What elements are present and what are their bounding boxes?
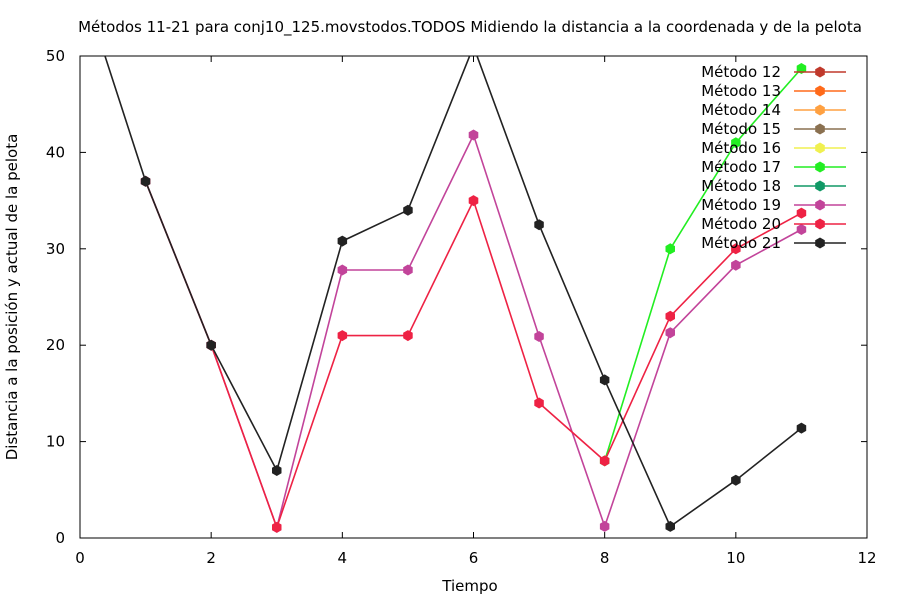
legend-label: Método 15: [701, 120, 781, 138]
legend-label: Método 12: [701, 63, 781, 81]
series-point-m-todo-20: [796, 207, 807, 219]
series-point-m-todo-20: [403, 330, 413, 342]
legend-label: Método 13: [701, 82, 781, 100]
series-point-m-todo-20: [337, 330, 348, 342]
series-point-m-todo-21: [731, 474, 741, 486]
series-point-m-todo-21: [469, 41, 479, 52]
y-tick-label: 20: [46, 336, 65, 354]
legend-swatch-point: [815, 199, 825, 211]
x-tick-label: 8: [600, 549, 610, 567]
series-point-m-todo-19: [468, 129, 479, 141]
legend-swatch-point: [815, 180, 825, 192]
x-axis-label: Tiempo: [441, 577, 497, 595]
series-point-m-todo-21: [534, 219, 544, 231]
y-axis-label: Distancia a la posición y actual de la p…: [3, 134, 21, 461]
series-point-m-todo-20: [468, 195, 479, 207]
y-tick-label: 30: [46, 240, 65, 258]
series-point-m-todo-17: [665, 243, 675, 255]
series-point-m-todo-19: [599, 520, 610, 532]
series-point-m-todo-21: [665, 520, 675, 532]
series-point-m-todo-19: [403, 264, 413, 276]
legend-swatch-point: [815, 104, 825, 116]
y-tick-label: 50: [46, 47, 65, 65]
series-point-m-todo-21: [206, 339, 216, 351]
legend-swatch-point: [815, 161, 825, 173]
x-tick-label: 10: [726, 549, 745, 567]
x-tick-label: 6: [469, 549, 479, 567]
series-point-m-todo-19: [796, 224, 807, 235]
series-point-m-todo-20: [665, 310, 675, 322]
series-line-m-todo-17: [603, 67, 802, 462]
legend-label: Método 20: [701, 215, 781, 233]
legend-swatch-point: [815, 142, 825, 154]
series-point-m-todo-19: [534, 331, 544, 342]
legend-label: Método 14: [701, 101, 781, 119]
series-point-m-todo-21: [140, 175, 151, 187]
series-point-m-todo-20: [272, 521, 282, 533]
x-axis: 0 2 4 6 8 10 12: [75, 56, 877, 567]
x-tick-label: 0: [75, 549, 85, 567]
x-tick-label: 2: [206, 549, 216, 567]
series-line-m-todo-21: [104, 56, 802, 528]
legend-swatch-point: [815, 66, 825, 78]
legend-swatch-point: [815, 123, 825, 135]
series-point-m-todo-20: [599, 455, 610, 467]
series-point-m-todo-19: [665, 327, 675, 339]
series-point-m-todo-20: [731, 243, 741, 255]
legend-swatch-point: [815, 237, 825, 249]
x-tick-label: 12: [857, 549, 876, 567]
y-axis: 0 10 20 30 40 50: [46, 47, 867, 547]
series-point-m-todo-21: [337, 235, 348, 247]
series-point-m-todo-17: [731, 137, 741, 149]
series-point-m-todo-19: [731, 259, 741, 271]
series-point-m-todo-19: [337, 264, 348, 276]
legend-label: Método 21: [701, 234, 781, 252]
legend-swatch-point: [815, 85, 825, 97]
legend-label: Método 19: [701, 196, 781, 214]
y-tick-label: 10: [46, 433, 65, 451]
legend-swatch-point: [815, 218, 825, 230]
series-point-m-todo-21: [403, 204, 413, 216]
series-point-m-todo-21: [796, 422, 807, 434]
y-tick-label: 40: [46, 143, 65, 161]
x-tick-label: 4: [338, 549, 348, 567]
legend-label: Método 17: [701, 158, 781, 176]
series-layer: [104, 41, 807, 533]
series-point-m-todo-21: [272, 465, 282, 476]
y-tick-label: 0: [55, 529, 65, 547]
legend-label: Método 18: [701, 177, 781, 195]
legend-label: Método 16: [701, 139, 781, 157]
chart-title: Métodos 11-21 para conj10_125.movstodos.…: [78, 18, 862, 37]
series-point-m-todo-21: [599, 374, 610, 386]
series-point-m-todo-20: [534, 397, 544, 409]
